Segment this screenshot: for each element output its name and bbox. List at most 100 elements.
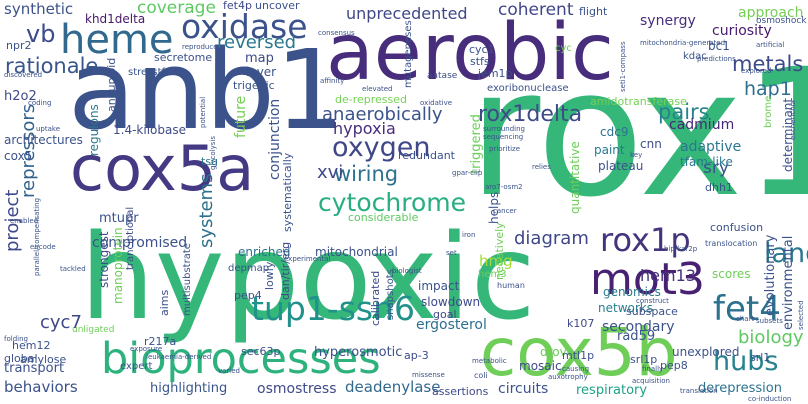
word-uncover: uncover [255, 0, 300, 11]
word-cdc9: cdc9 [600, 126, 628, 138]
word-surrounding: surrounding [483, 126, 525, 133]
word-deadenylase: deadenylase [345, 380, 440, 395]
word-iron: iron [462, 232, 475, 239]
word-srl1p: srl1p [630, 354, 657, 365]
word-discovered: discovered [4, 72, 42, 79]
word-plateau: plateau [598, 160, 643, 172]
word-co-induction: co-induction [748, 396, 791, 403]
word-cancer: cancer [493, 208, 517, 215]
word-folding: folding [4, 336, 28, 343]
word-mutageneses: mutageneses [404, 20, 414, 88]
word-unexplored: unexplored [672, 346, 739, 358]
word-aro7-osm2: aro7-osm2 [485, 184, 523, 191]
word-osmoshock: osmoshock [756, 17, 807, 26]
word-negatively: negatively [494, 222, 505, 280]
word-assertions: assertions [432, 386, 488, 397]
word-jem1p: jem1p [478, 68, 513, 79]
word-rox1delta: rox1delta [478, 104, 582, 126]
word-amylose: amylose [20, 354, 66, 365]
word-glycolysis: glycolysis [210, 136, 217, 170]
word-trigenic: trigenic [233, 80, 275, 91]
word-missense: missense [412, 372, 445, 379]
word-experimental: experimental [284, 256, 330, 263]
word-gpar-clip: gpar-clip [452, 170, 482, 177]
word-bip-kar2p: bip/kar2p [664, 246, 697, 253]
word-uptake: uptake [36, 126, 60, 133]
word-cox5: cox5 [4, 150, 32, 162]
word-cyc: cyc [555, 44, 572, 54]
word-srl1: srl1 [750, 352, 770, 363]
word-expert: expert [120, 362, 152, 372]
word-bc1: bc1 [708, 40, 730, 52]
word-highlighting: highlighting [150, 382, 227, 395]
word-oxidative: oxidative [420, 100, 452, 107]
word-cadmium: cadmium [669, 118, 734, 132]
word-amidotransferase: amidotransferase [590, 96, 687, 107]
word-cnn: cnn [640, 138, 662, 150]
word-confusion: confusion [710, 222, 763, 233]
word-dan-tir-erg: dan/tir/erg [280, 242, 291, 300]
word-k107: k107 [567, 318, 594, 329]
word-pep8: pep8 [660, 360, 688, 371]
word-tackled: tackled [60, 266, 86, 273]
word-de-repressed: de-repressed [335, 94, 407, 105]
word-quantitative: quantitative [569, 141, 581, 214]
word-mosaic: mosaic [519, 360, 562, 372]
word-khd1delta: khd1delta [85, 13, 145, 25]
word-cyc1: cyc1 [469, 44, 495, 55]
word-unligated: unligated [72, 326, 114, 335]
word-curiosity: curiosity [712, 24, 772, 38]
word-wiring: wiring [334, 164, 398, 185]
word-consensus: consensus [318, 30, 355, 37]
word-biology: biology [738, 329, 804, 347]
word-translation: translation [680, 388, 718, 395]
word-map: map [245, 52, 274, 65]
word-aatase: aatase [427, 72, 457, 81]
word-synergy: synergy [640, 14, 696, 28]
word-coding: coding [28, 100, 51, 107]
word-secretome: secretome [154, 52, 212, 63]
word-explored: explored [741, 68, 771, 75]
word-environmental: environmental [782, 236, 795, 330]
word-dhh1: dhh1 [705, 182, 733, 193]
word-strongest: strongest [98, 231, 110, 288]
word-construct: construct [636, 298, 669, 305]
word-slowdown: slowdown [421, 296, 480, 308]
word-affinity: affinity [320, 78, 344, 85]
word-depmap: depmap [228, 264, 269, 274]
word-manoprotein: manoprotein [112, 227, 124, 304]
word-evolutionary: evolutionary [764, 235, 777, 316]
word-metabolic: metabolic [472, 358, 507, 365]
word-regulons: regulons [88, 104, 100, 156]
word-escherichia: escherichia [790, 100, 797, 140]
word-subsets: subsets [756, 318, 783, 325]
word-redundant: redundant [398, 150, 455, 161]
word-1-4-kilobase: 1.4-kilobase [113, 124, 186, 136]
word-leukaemia-derived: leukaemia-derived [146, 354, 211, 361]
word-hyperosmotic: hyperosmotic [314, 346, 402, 359]
word-hem13: hem13 [640, 268, 696, 284]
word-coherent: coherent [498, 2, 574, 19]
word-translocation: translocation [705, 240, 757, 248]
word-exoribonuclease: exoribonuclease [487, 84, 569, 94]
word-selected: selected [798, 300, 805, 330]
word-causing: causing [562, 366, 589, 373]
word-flight: flight [579, 6, 607, 17]
word-paint: paint [594, 144, 625, 156]
word-future: future [234, 96, 248, 138]
word-behaviors: behaviors [4, 380, 78, 395]
word-tranciptional: tranciptional [126, 207, 136, 270]
word-layer: layer [246, 66, 276, 78]
word-brome: brome [764, 96, 774, 128]
word-mtl1p: mtl1p [562, 350, 594, 361]
word-fet4p: fet4p [223, 0, 252, 11]
word-circuits: circuits [498, 382, 548, 396]
word-chart: chart [736, 316, 754, 323]
word-scores: scores [712, 268, 751, 280]
word-adaptive: adaptive [680, 140, 741, 154]
word-aims: aims [159, 290, 170, 316]
word-biologist: biologist [392, 268, 422, 275]
word-npr2: npr2 [6, 40, 31, 51]
word-human: human [497, 282, 525, 290]
